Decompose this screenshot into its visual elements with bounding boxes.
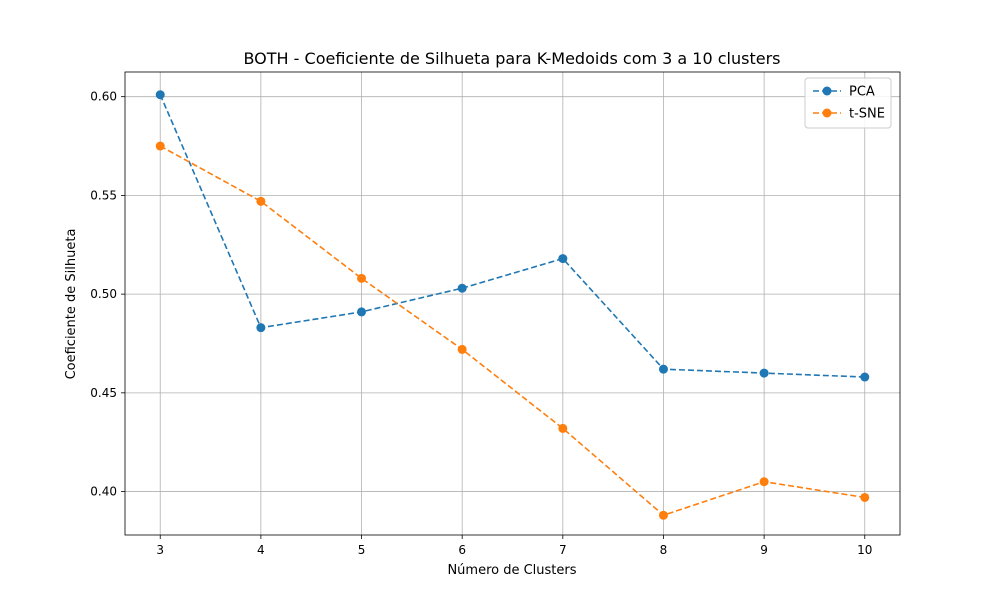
data-point bbox=[759, 477, 769, 487]
series-lines bbox=[155, 90, 870, 520]
data-point bbox=[256, 196, 266, 206]
y-tick-label: 0.45 bbox=[90, 386, 117, 400]
series-line bbox=[159, 94, 865, 378]
series-pca bbox=[155, 90, 870, 382]
x-tick-label: 8 bbox=[660, 543, 668, 557]
data-point bbox=[860, 372, 870, 382]
data-point bbox=[457, 344, 467, 354]
x-tick-label: 10 bbox=[857, 543, 872, 557]
data-point bbox=[658, 510, 668, 520]
y-tick-label: 0.50 bbox=[90, 287, 117, 301]
x-tick-label: 4 bbox=[257, 543, 265, 557]
y-tick-label: 0.40 bbox=[90, 485, 117, 499]
data-point bbox=[357, 307, 367, 317]
y-tick-label: 0.60 bbox=[90, 90, 117, 104]
data-point bbox=[357, 273, 367, 283]
data-point bbox=[759, 368, 769, 378]
data-point bbox=[155, 141, 165, 151]
x-tick-label: 5 bbox=[358, 543, 366, 557]
x-axis-label: Número de Clusters bbox=[447, 563, 576, 578]
axes: 3 4 5 6 7 8 9 10 0.40 0.45 0.50 0.55 0.60 bbox=[90, 71, 901, 557]
series-t-sne bbox=[155, 141, 870, 520]
legend: PCA t-SNE bbox=[804, 77, 892, 129]
x-tick-label: 9 bbox=[760, 543, 768, 557]
data-point bbox=[558, 254, 568, 264]
legend-marker bbox=[822, 86, 832, 96]
legend-label: PCA bbox=[849, 85, 875, 100]
plot-frame bbox=[124, 71, 901, 536]
legend-label: t-SNE bbox=[849, 107, 885, 122]
data-point bbox=[658, 364, 668, 374]
x-tick-label: 7 bbox=[559, 543, 567, 557]
series-line bbox=[159, 145, 865, 517]
data-point bbox=[155, 90, 165, 100]
x-tick-label: 6 bbox=[458, 543, 466, 557]
chart-title: BOTH - Coeficiente de Silhueta para K-Me… bbox=[243, 49, 780, 68]
data-point bbox=[457, 283, 467, 293]
data-point bbox=[558, 423, 568, 433]
legend-item: t-SNE bbox=[813, 107, 885, 122]
y-tick-label: 0.55 bbox=[90, 188, 117, 202]
legend-item: PCA bbox=[813, 85, 875, 100]
x-tick-label: 3 bbox=[156, 543, 164, 557]
y-axis-label: Coeficiente de Silhueta bbox=[64, 229, 79, 380]
grid bbox=[125, 72, 900, 535]
data-point bbox=[256, 323, 266, 333]
data-point bbox=[860, 492, 870, 502]
legend-marker bbox=[822, 108, 832, 118]
